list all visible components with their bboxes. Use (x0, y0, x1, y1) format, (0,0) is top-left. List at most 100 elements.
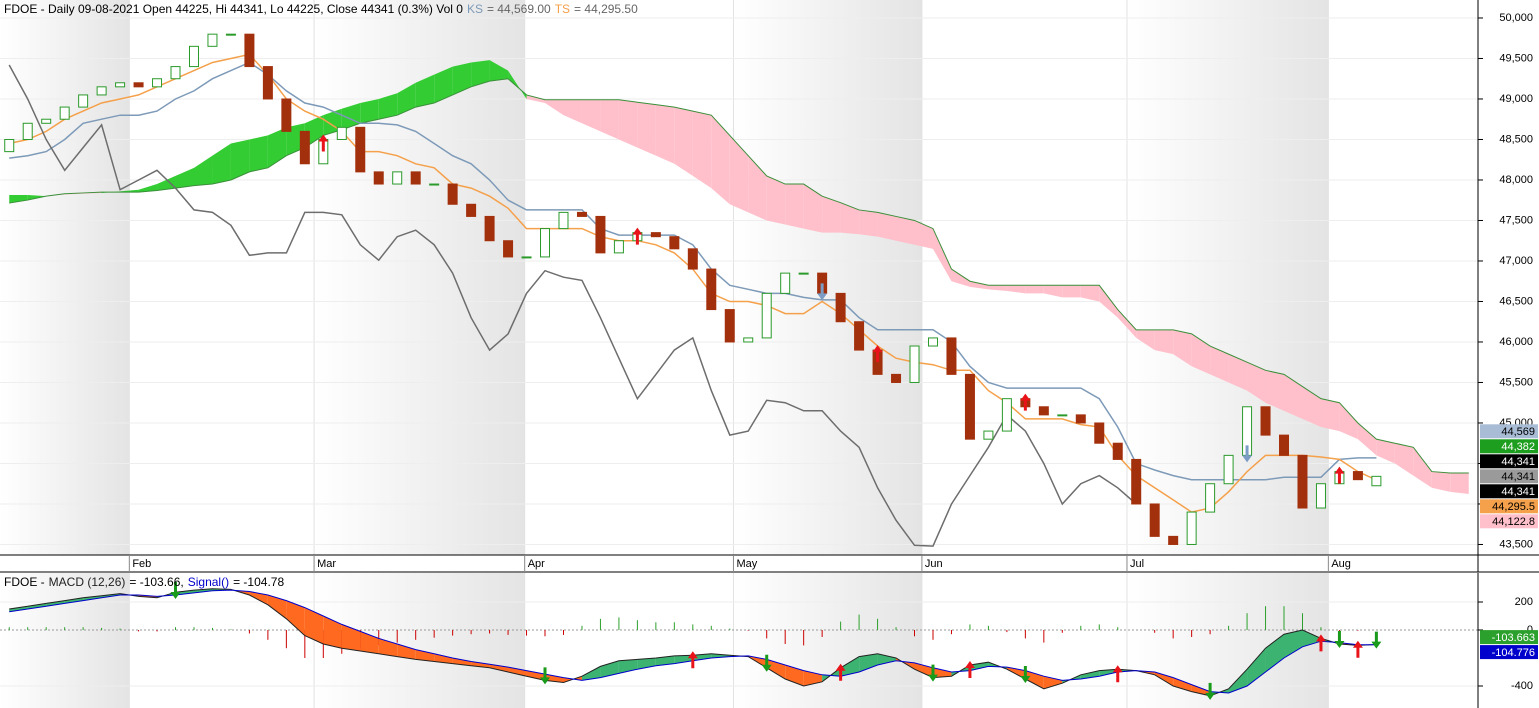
candle (1315, 483, 1326, 509)
last-value-box (1480, 630, 1538, 645)
cloud-segment (1099, 285, 1118, 318)
cloud-segment (1265, 370, 1285, 411)
candle (22, 122, 33, 140)
signal-arrow (1242, 445, 1253, 463)
macd-fill (471, 661, 490, 668)
cloud-segment (1191, 333, 1211, 375)
cloud-segment (1228, 354, 1248, 391)
macd-fill (415, 649, 435, 662)
candle (392, 171, 403, 185)
y-tick-label: 48,000 (1499, 174, 1533, 186)
signal-arrow (817, 283, 828, 301)
cloud-segment (692, 111, 712, 189)
signal-arrow (964, 661, 975, 679)
cloud-segment (1394, 443, 1414, 476)
legend-text: = -104.78 (233, 575, 284, 589)
candle (299, 130, 310, 165)
signal-arrow (1334, 631, 1345, 649)
last-value-label: 44,341 (1501, 471, 1535, 483)
cloud-segment (230, 139, 250, 180)
candle (909, 345, 920, 383)
signal-arrow (540, 667, 551, 685)
last-value-box (1480, 454, 1538, 469)
legend-text: MACD (12,26) (49, 575, 126, 589)
signal-arrow (1020, 393, 1031, 411)
candle (1352, 471, 1363, 481)
y-tick-label: 43,500 (1499, 538, 1533, 550)
macd-fill (175, 590, 194, 595)
legend-text: FDOE - Daily 09-08-2021 Open 44225, Hi 4… (4, 2, 463, 16)
macd-fill (323, 615, 342, 649)
candle (595, 215, 606, 254)
last-value-label: 44,569 (1501, 426, 1535, 438)
macd-fill (1284, 629, 1303, 659)
cloud-segment (932, 228, 952, 282)
cloud-segment (397, 82, 416, 116)
candle (891, 373, 902, 383)
macd-fill (9, 606, 28, 612)
month-band (0, 0, 130, 555)
cloud-segment (1006, 285, 1026, 294)
last-value-box (1480, 484, 1538, 499)
last-value-label: 44,341 (1501, 486, 1535, 498)
candle (152, 78, 163, 88)
candle (613, 240, 624, 254)
y-tick-label: 47,000 (1499, 255, 1533, 267)
macd-fill (434, 653, 453, 664)
cloud-segment (859, 209, 878, 237)
cloud-segment (840, 202, 860, 235)
candle (521, 256, 532, 259)
macd-fill (692, 653, 712, 661)
y-tick-label: 49,500 (1499, 52, 1533, 64)
macd-fill (1247, 648, 1266, 687)
y-tick-label: -400 (1511, 680, 1533, 692)
macd-fill (1265, 634, 1285, 673)
cloud-segment (1320, 398, 1340, 432)
cloud-segment (545, 99, 564, 116)
candle (761, 292, 772, 339)
cloud-segment (1154, 329, 1174, 355)
cloud-segment (489, 60, 509, 82)
legend-text: KS (467, 2, 483, 16)
candle (1371, 475, 1382, 487)
candle (946, 337, 957, 375)
cloud-segment (618, 99, 638, 148)
y-tick-label: 50,000 (1499, 12, 1533, 24)
last-value-label: 44,382 (1501, 441, 1535, 453)
candle (1223, 454, 1234, 485)
candle (927, 337, 938, 347)
cloud-segment (1431, 471, 1451, 492)
last-value-box (1480, 439, 1538, 454)
candle (1297, 454, 1308, 509)
macd-fill (304, 607, 324, 645)
cloud-segment (1025, 285, 1044, 294)
signal-arrow (1020, 666, 1031, 684)
candle (4, 138, 15, 153)
candle (1186, 511, 1197, 545)
cloud-segment (896, 216, 915, 245)
macd-fill (1228, 669, 1248, 694)
last-value-label: 44,295.5 (1492, 501, 1535, 513)
legend-text: FDOE - (4, 575, 45, 589)
cloud-segment (1062, 285, 1081, 298)
cloud-segment (1043, 285, 1063, 298)
cloud-segment (193, 155, 213, 186)
candle (41, 118, 52, 124)
x-tick-label: Jun (925, 558, 943, 570)
signal-arrow (761, 654, 772, 672)
cloud-segment (674, 107, 693, 176)
y-tick-label: 49,000 (1499, 93, 1533, 105)
x-tick-label: Mar (317, 558, 336, 570)
last-value-box (1480, 469, 1538, 484)
macd-fill (249, 591, 268, 605)
signal-arrow (1334, 466, 1345, 484)
candle (669, 236, 680, 250)
macd-fill (803, 670, 823, 687)
candle (410, 171, 421, 185)
macd-fill (859, 653, 878, 673)
cloud-segment (637, 102, 656, 156)
candle (225, 33, 236, 36)
candle (1112, 442, 1123, 460)
macd-fill (193, 588, 213, 593)
macd-fill (877, 653, 897, 666)
